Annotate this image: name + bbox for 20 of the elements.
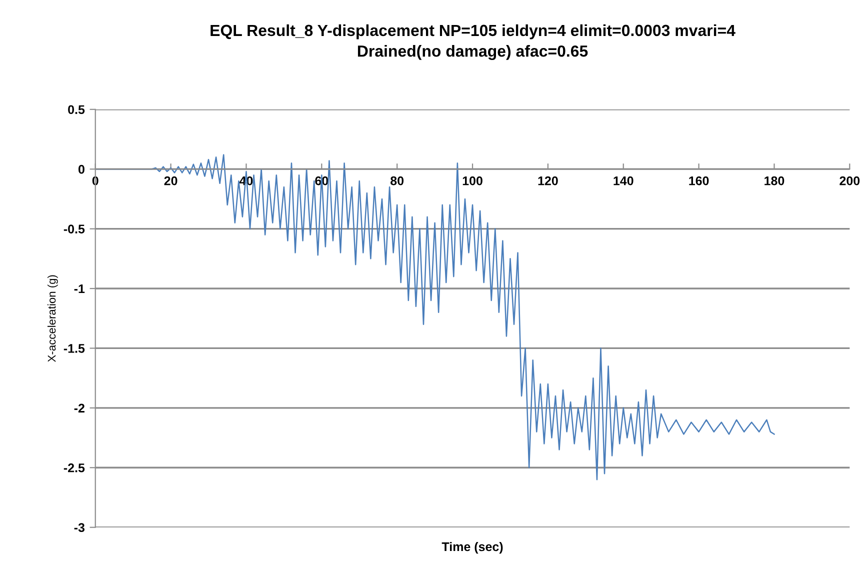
y-tick-label: -2.5 (64, 463, 85, 472)
y-axis-title: X-acceleration (g) (48, 275, 58, 362)
y-tick-label: 0 (78, 164, 84, 174)
x-tick-label: 180 (764, 176, 784, 186)
y-tick-label: 0.5 (68, 105, 85, 114)
x-axis-title: Time (sec) (442, 542, 503, 554)
y-tick-label: -1 (74, 284, 85, 294)
x-tick-label: 160 (689, 176, 709, 186)
y-tick-label: -2 (74, 404, 84, 412)
x-tick-label: 100 (462, 176, 482, 186)
x-tick-label: 80 (390, 176, 404, 186)
y-tick-label: -1.5 (64, 344, 85, 353)
x-tick-label: 200 (840, 176, 860, 186)
y-tick-label: -3 (74, 523, 85, 532)
y-tick-label: -0.5 (64, 224, 85, 234)
x-tick-label: 0 (92, 176, 98, 186)
x-tick-label: 20 (164, 176, 178, 186)
chart-title: EQL Result_8 Y-displacement NP=105 ieldyn=4 elimit=0.0003 mvari=4 Drained(no damage) afac=0.65 (210, 24, 736, 60)
x-tick-label: 140 (614, 176, 634, 186)
x-tick-label: 120 (538, 176, 558, 186)
